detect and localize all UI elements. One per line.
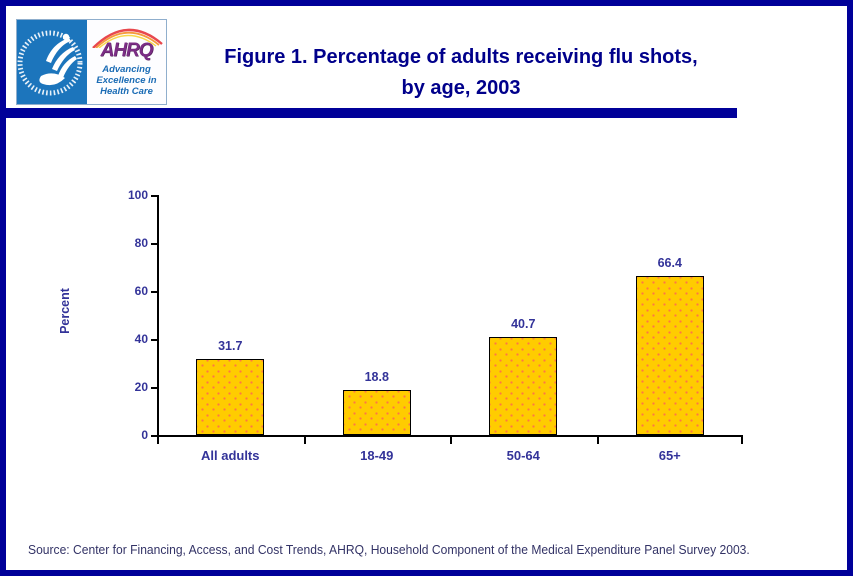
x-tick-mark xyxy=(157,437,159,444)
y-tick-mark xyxy=(151,435,158,437)
tagline-line: Excellence in xyxy=(96,74,157,86)
hhs-eagle-icon xyxy=(17,30,83,96)
tagline-line: Health Care xyxy=(100,85,153,97)
bar-all-adults xyxy=(196,358,265,435)
bar-value-label: 18.8 xyxy=(364,369,389,384)
y-tick-mark xyxy=(151,339,158,341)
bar-65- xyxy=(635,275,704,435)
x-axis-line xyxy=(157,435,743,437)
x-tick-mark xyxy=(303,437,306,444)
bar-value-label: 40.7 xyxy=(511,317,536,332)
bar-chart: Percent 0 20 40 60 80 100 31.7 All adults 18.8 18… xyxy=(6,6,847,570)
x-category-label: 65+ xyxy=(658,448,681,463)
x-category-label: All adults xyxy=(200,448,260,463)
y-tick-label: 60 xyxy=(134,284,148,298)
y-tick-label: 100 xyxy=(127,188,148,202)
figure-title-line1: Figure 1. Percentage of adults receiving… xyxy=(224,46,698,68)
ahrq-wordmark: AHRQ xyxy=(100,40,154,61)
rainbow-arc-icon xyxy=(92,28,163,48)
tagline-line: Advancing xyxy=(102,64,151,75)
figure-title: Figure 1. Percentage of adults receiving… xyxy=(176,42,746,104)
bar-value-label: 31.7 xyxy=(218,338,243,353)
x-category-label: 18-49 xyxy=(360,448,394,463)
y-tick-mark xyxy=(151,291,158,293)
y-tick-label: 0 xyxy=(141,428,148,442)
y-axis-title: Percent xyxy=(57,288,72,334)
hhs-logo xyxy=(17,20,87,104)
y-tick-mark xyxy=(151,387,158,389)
y-tick-label: 80 xyxy=(134,236,148,250)
figure-title-line2: by age, 2003 xyxy=(401,77,521,99)
y-tick-mark xyxy=(151,243,158,245)
x-tick-mark xyxy=(596,437,599,444)
source-note: Source: Center for Financing, Access, an… xyxy=(28,542,750,557)
title-divider-bar xyxy=(6,108,737,118)
bar-50-64 xyxy=(489,337,558,435)
y-tick-label: 40 xyxy=(134,332,148,346)
agency-logo: AHRQ Advancing Excellence in Health Care xyxy=(16,19,167,105)
y-tick-mark xyxy=(151,195,158,197)
ahrq-tagline: Advancing Excellence in Health Care xyxy=(96,64,157,98)
y-tick-label: 20 xyxy=(134,380,148,394)
x-category-label: 50-64 xyxy=(506,448,540,463)
y-axis-line xyxy=(157,195,159,437)
x-tick-mark xyxy=(741,437,743,444)
bar-18-49 xyxy=(342,389,411,435)
x-tick-mark xyxy=(450,437,452,444)
ahrq-logo: AHRQ Advancing Excellence in Health Care xyxy=(87,20,166,104)
bar-value-label: 66.4 xyxy=(657,255,682,270)
